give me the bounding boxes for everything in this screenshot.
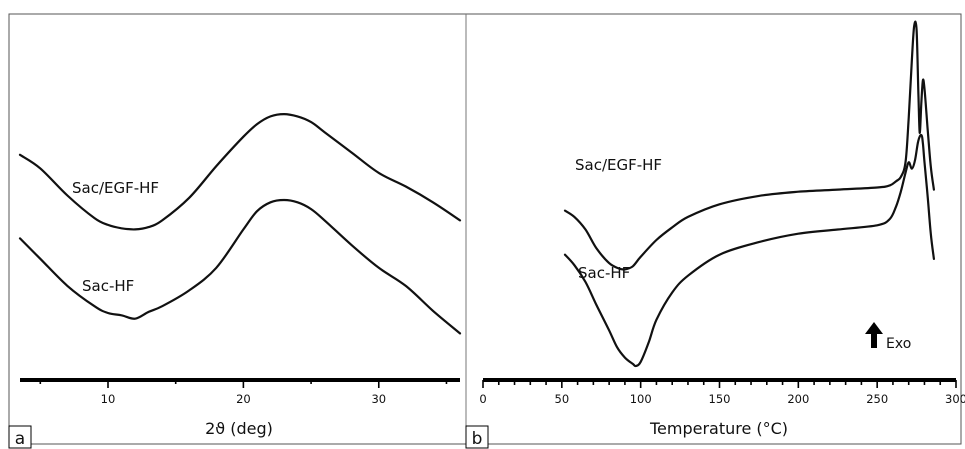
panel-b-tag-box [465, 425, 489, 449]
panel-b-series-label-sac-egf-hf: Sac/EGF-HF [575, 156, 662, 174]
x-tick-label: 30 [371, 392, 386, 406]
series-line-sac-egf-hf [18, 113, 462, 231]
panel-a-series [18, 113, 462, 335]
x-tick-label: 50 [555, 392, 570, 406]
panel-b-series-label-sac-hf: Sac-HF [578, 264, 630, 282]
x-tick-label: 250 [866, 392, 888, 406]
panel-a-ticks: 10 20 30 [39, 380, 448, 406]
panel-b-series [563, 20, 935, 368]
series-line-sac-hf [563, 133, 935, 368]
panel-a-series-label-sac-egf-hf: Sac/EGF-HF [72, 179, 159, 197]
panel-b: 0 50 100 150 200 250 300 Sac/EGF-HF Sac-HF Exo… [465, 20, 965, 449]
panel-a-x-axis-title: 2ϑ (deg) [205, 419, 273, 438]
x-tick-label: 100 [630, 392, 652, 406]
exo-annotation: Exo [865, 322, 911, 352]
series-line-sac-hf [18, 198, 462, 335]
panel-b-x-axis-title: Temperature (°C) [649, 419, 788, 438]
panel-b-tag: b [472, 429, 483, 449]
panel-a-tag-box [8, 425, 32, 449]
exo-arrow-icon [865, 322, 883, 348]
exo-label: Exo [886, 336, 911, 352]
x-tick-label: 300 [945, 392, 965, 406]
x-tick-label: 10 [101, 392, 116, 406]
series-line-sac-egf-hf [563, 20, 935, 271]
panel-a-tag: a [15, 429, 25, 449]
panel-b-ticks: 0 50 100 150 200 250 300 [479, 380, 965, 406]
panel-a: 10 20 30 Sac/EGF-HF Sac-HF 2ϑ (deg) a [8, 113, 462, 449]
x-tick-label: 150 [709, 392, 731, 406]
x-tick-label: 0 [479, 392, 486, 406]
x-tick-label: 20 [236, 392, 251, 406]
panel-a-series-label-sac-hf: Sac-HF [82, 277, 134, 295]
x-tick-label: 200 [787, 392, 809, 406]
